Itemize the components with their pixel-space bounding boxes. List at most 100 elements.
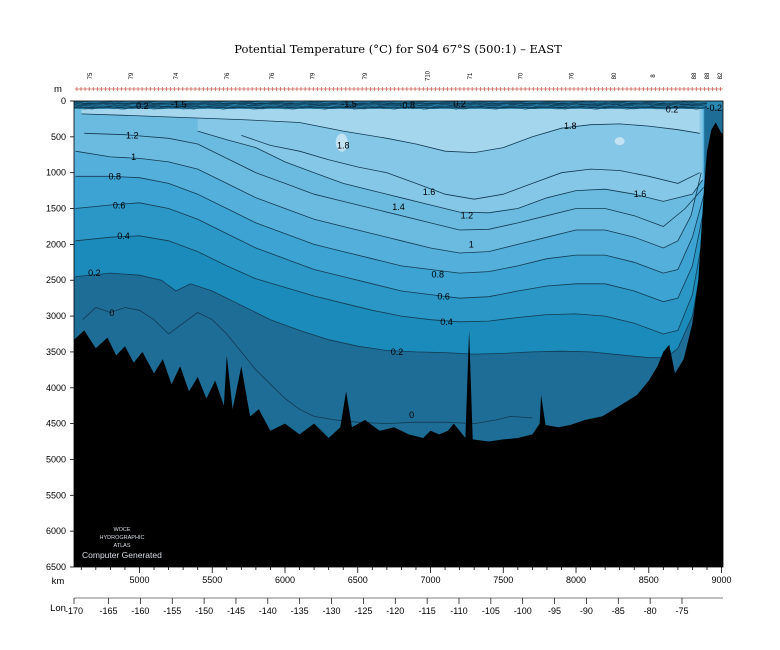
longitude-tick-label: -105: [482, 606, 500, 616]
isotherm-m1-5: [75, 103, 700, 105]
depth-tick-label: 0: [61, 96, 66, 106]
isotherm-0m8: [75, 175, 705, 274]
plot-frame: [73, 100, 724, 568]
contour-label: 1.2: [461, 211, 474, 221]
depth-axis: m 0 500 1000 1500 2000 2500 3000 3500 4000 4500 50…: [46, 84, 74, 572]
depth-tick-label: 3000: [46, 311, 66, 321]
depth-tick-label: 3500: [46, 347, 66, 357]
seafloor: [74, 122, 723, 567]
surface-isotherm: [74, 107, 707, 110]
longitude-tick-label: -165: [100, 606, 118, 616]
longitude-tick-label: -110: [450, 606, 467, 616]
contour-label: -1.5: [171, 100, 187, 110]
distance-tick-label: 8500: [639, 575, 659, 585]
isotherm-1m8: [81, 113, 700, 154]
longitude-tick-label: -85: [612, 606, 625, 616]
longitude-tick-label: -95: [548, 606, 561, 616]
chart-title: Potential Temperature (°C) for S04 67°S …: [234, 42, 562, 56]
longitude-axis: Lon -170 -165 -160 -155 -150 -145 -140 -135 -130…: [50, 597, 723, 616]
station-label: 88: [705, 72, 711, 79]
distance-tick-label: 5000: [129, 575, 149, 585]
contour-label: 1.2: [126, 130, 139, 140]
depth-tick-label: 5500: [46, 490, 66, 500]
contour-label: 0.4: [440, 317, 453, 327]
isotherm-0m6: [75, 202, 705, 303]
longitude-tick-label: -160: [131, 606, 149, 616]
distance-axis: km 5000 5500 6000 6500 7000 7500 8000 8500 9000: [52, 567, 732, 587]
distance-tick-label: 9000: [712, 575, 732, 585]
depth-tick-label: 2000: [46, 239, 66, 249]
contour-label: 1.6: [423, 187, 436, 197]
watermark-line-1: WOCE: [113, 527, 130, 533]
station-label: 76: [570, 72, 576, 79]
distance-tick-label: 5500: [202, 575, 222, 585]
warm-patch-2: [614, 137, 625, 146]
distance-unit-label: km: [52, 576, 65, 587]
depth-tick-label: 5000: [46, 454, 66, 464]
isotherm-0: [82, 307, 533, 425]
contour-label: 0.2: [391, 347, 404, 357]
station-label: 82: [718, 72, 724, 79]
longitude-tick-label: -90: [580, 606, 593, 616]
contour-label: 0.2: [666, 105, 679, 115]
distance-tick-label: 6500: [348, 575, 368, 585]
depth-tick-label: 6500: [46, 562, 66, 572]
station-label: 75: [88, 72, 94, 79]
station-label: 8: [651, 74, 657, 78]
distance-tick-label: 8000: [566, 575, 586, 585]
longitude-label: Lon: [50, 603, 66, 614]
depth-tick-label: 500: [51, 132, 66, 142]
contour-label: 0.2: [453, 99, 466, 109]
computer-generated-note: Computer Generated: [82, 550, 162, 560]
watermark-line-2: HYDROGRAPHIC: [100, 535, 145, 541]
contour-label: 0: [409, 410, 414, 420]
longitude-tick-label: -145: [227, 606, 245, 616]
contour-lines: [75, 103, 705, 425]
contour-label: 1.4: [392, 202, 405, 212]
station-label: 70: [519, 72, 525, 79]
station-label: 79: [129, 72, 135, 79]
longitude-tick-label: -130: [323, 606, 341, 616]
contour-label: -0.8: [399, 100, 415, 110]
station-label: 79: [311, 72, 317, 79]
station-markers: 75 79 74 76 76 79 79 710 71 70 76 80 8 88 88 82: [74, 70, 724, 91]
depth-tick-label: 1000: [46, 168, 66, 178]
depth-tick-label: 4000: [46, 383, 66, 393]
longitude-tick-label: -155: [163, 606, 181, 616]
depth-tick-label: 1500: [46, 204, 66, 214]
station-label: 74: [174, 72, 180, 79]
isotherm-0m2: [75, 258, 703, 359]
station-label: 88: [692, 72, 698, 79]
temperature-bands: [74, 101, 705, 424]
longitude-tick-label: -135: [291, 606, 309, 616]
contour-label: 0: [109, 308, 114, 318]
surface-isotherm: [74, 104, 708, 108]
seafloor-bathymetry: [74, 122, 723, 567]
depth-tick-label: 2500: [46, 275, 66, 285]
contour-label: -0.2: [707, 103, 723, 113]
station-label: 76: [225, 72, 231, 79]
depth-tick-label: 6000: [46, 526, 66, 536]
band-above-1-4: [197, 101, 703, 213]
contour-label: 1: [131, 152, 136, 162]
isotherm-m0-8: [75, 106, 700, 109]
contour-label: 1.6: [634, 189, 647, 199]
station-label: 71: [468, 72, 474, 79]
longitude-tick-label: -120: [386, 606, 404, 616]
atlas-watermark: WOCE HYDROGRAPHIC ATLAS Computer Generat…: [82, 527, 162, 560]
longitude-tick-label: -150: [195, 606, 213, 616]
longitude-tick-label: -80: [644, 606, 657, 616]
longitude-tick-label: -140: [259, 606, 277, 616]
depth-unit-label: m: [54, 84, 62, 95]
isotherm-1m2: [84, 132, 705, 231]
contour-label: 1.8: [337, 140, 350, 150]
distance-tick-label: 7000: [420, 575, 440, 585]
longitude-tick-label: -115: [418, 606, 435, 616]
contour-label: 0.2: [88, 268, 101, 278]
contour-label: 1.8: [564, 121, 577, 131]
isotherm-0m4: [75, 229, 705, 335]
plot-area: -1.5 -1.5 -0.8 0.2 0.2 0.2 -0.2 1.2 1.8 1.8 1 0.8 1.…: [73, 99, 724, 568]
contour-label: 0.8: [108, 171, 121, 181]
isotherm-1m6: [241, 135, 700, 200]
